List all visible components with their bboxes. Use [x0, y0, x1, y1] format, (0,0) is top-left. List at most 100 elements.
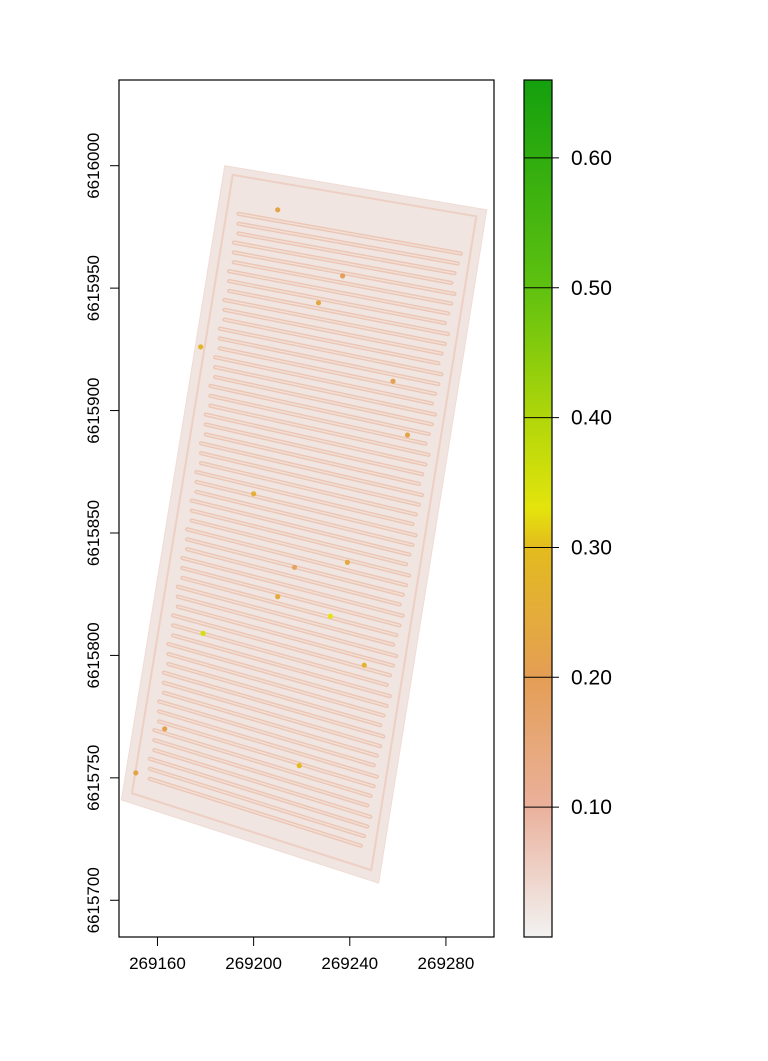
legend-tick-label: 0.10: [571, 796, 612, 819]
hotspot-point: [275, 207, 281, 213]
field-boundary-track: [130, 173, 478, 872]
crop-row-gap: [153, 749, 371, 818]
hotspot-point: [361, 662, 367, 668]
crop-row-gap: [172, 624, 388, 686]
y-tick-label: 6616000: [84, 133, 103, 199]
crop-row-gap: [177, 595, 397, 657]
crop-row-gap: [167, 643, 388, 707]
raster-layer: [120, 165, 488, 884]
y-axis: 6615700 6615750 6615800 6615850 6615900 66159…: [84, 133, 120, 933]
legend-color-bar: [523, 79, 553, 938]
crop-row-gap: [172, 634, 391, 697]
crop-row-gap: [205, 413, 427, 466]
hotspot-point: [404, 432, 411, 438]
crop-row-gap: [158, 720, 375, 787]
crop-row-gap: [233, 261, 452, 305]
crop-row-gap: [163, 672, 384, 738]
crop-row-gap: [163, 692, 378, 757]
hotspot-point: [133, 770, 139, 776]
crop-row-gap: [228, 270, 449, 315]
crop-row-gap: [205, 423, 423, 475]
crop-row-gap: [219, 337, 439, 385]
crop-row-gap: [237, 213, 462, 255]
y-tick-label: 6615700: [84, 867, 103, 933]
crop-row-gap: [214, 366, 436, 416]
crop-row-gap: [191, 509, 407, 565]
crop-row-gap: [191, 499, 410, 556]
crop-row-gap: [177, 586, 394, 646]
crop-row-gap: [214, 376, 433, 425]
y-tick-label: 6615900: [84, 378, 103, 444]
crop-row-gap: [149, 768, 365, 837]
crop-row-gap: [205, 433, 420, 485]
crop-row-gap: [191, 519, 410, 577]
crop-row-gap: [195, 481, 417, 536]
crop-row-gap: [186, 528, 407, 586]
crop-row-gap: [153, 729, 372, 797]
hotspot-point: [275, 594, 281, 600]
x-axis: 269160 269200 269240 269280: [129, 936, 475, 973]
crop-row-gap: [209, 395, 427, 445]
crop-row-gap: [223, 318, 440, 364]
x-tick-label: 269200: [225, 954, 282, 973]
crop-row-gap: [233, 241, 452, 284]
crop-row-gap: [219, 327, 443, 375]
crop-row-gap: [223, 309, 443, 355]
x-tick-label: 269280: [418, 954, 475, 973]
crop-row-gap: [167, 653, 385, 717]
hotspot-point: [296, 763, 302, 769]
hotspot-point: [340, 273, 346, 279]
hotspot-point: [162, 726, 168, 732]
legend-tick-label: 0.50: [571, 277, 612, 300]
legend-tick-label: 0.40: [571, 407, 612, 430]
crop-row-gap: [163, 682, 381, 747]
crop-row-gap: [181, 577, 397, 636]
legend-tick-label: 0.60: [571, 147, 612, 170]
crop-row-gap: [149, 758, 368, 828]
crop-row-gap: [172, 614, 391, 676]
hotspot-point: [291, 564, 298, 570]
crop-row-gap: [219, 347, 436, 395]
crop-row-gap: [214, 356, 433, 405]
crop-row-gap: [209, 405, 430, 456]
x-tick-label: 269160: [129, 954, 186, 973]
crop-row-gap: [237, 232, 456, 274]
crop-row-gap: [181, 567, 401, 627]
hotspot-point: [251, 491, 257, 497]
hotspot-point: [315, 300, 322, 306]
crop-row-gap: [233, 251, 456, 295]
hotspot-point: [200, 630, 206, 637]
crop-row-gap: [158, 700, 375, 766]
crop-row-gap: [228, 290, 449, 335]
crop-row-gap: [237, 222, 459, 265]
crop-row-gap: [153, 739, 368, 807]
crop-row-gap: [148, 778, 362, 847]
hotspot-point: [198, 344, 204, 350]
crop-row-gap: [195, 471, 414, 525]
hotspot-point: [327, 613, 334, 619]
legend-tick-label: 0.30: [571, 536, 612, 559]
crop-row-gap: [167, 663, 381, 726]
y-tick-label: 6615800: [84, 622, 103, 688]
crop-row-gap: [186, 548, 401, 606]
crop-row-gap: [200, 442, 423, 496]
crop-row-gap: [195, 491, 414, 546]
hotspot-point: [390, 378, 396, 384]
crop-row-gap: [223, 299, 446, 345]
y-tick-label: 6615950: [84, 255, 103, 321]
crop-row-gap: [200, 462, 417, 516]
crop-row-gap: [209, 385, 430, 435]
crop-row-gap: [181, 557, 404, 617]
legend-tick-label: 0.20: [571, 666, 612, 689]
hotspot-point: [344, 559, 350, 566]
crop-row-gap: [228, 280, 446, 324]
color-legend: 0.10 0.20 0.30 0.40 0.50 0.60: [523, 79, 612, 938]
crop-row-gap: [177, 605, 394, 667]
y-tick-label: 6615750: [84, 745, 103, 811]
x-tick-label: 269240: [321, 954, 378, 973]
y-tick-label: 6615850: [84, 500, 103, 566]
crop-row-gap: [200, 452, 420, 506]
crop-row-gap: [158, 710, 378, 778]
